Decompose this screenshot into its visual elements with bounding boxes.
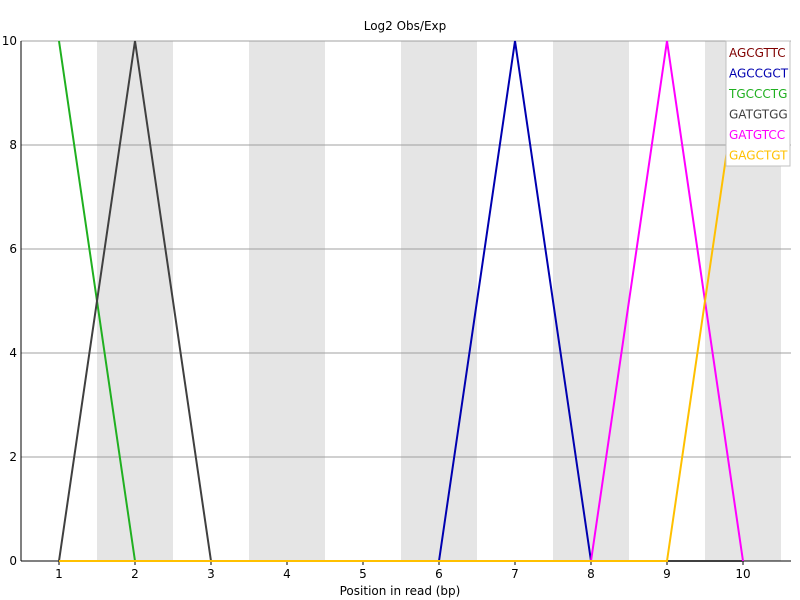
y-tick-label-8: 8: [9, 138, 17, 152]
y-tick-label-10: 10: [2, 34, 17, 48]
chart-title: Log2 Obs/Exp: [364, 19, 447, 33]
series-lines: [58, 40, 744, 562]
x-tick-label-10: 10: [735, 567, 750, 581]
y-tick-label-0: 0: [9, 554, 17, 568]
x-tick-labels: 1 2 3 4 5 6 7 8 9 10: [55, 567, 750, 581]
x-tick-label-4: 4: [283, 567, 291, 581]
series-line-GAGCTGT: [59, 40, 744, 562]
band-4: [249, 41, 325, 561]
x-axis-label: Position in read (bp): [340, 584, 461, 598]
x-tick-label-8: 8: [587, 567, 595, 581]
legend-entry-GATGTGG: GATGTGG: [729, 108, 788, 122]
legend: AGCGTTC AGCCGCT TGCCCTG GATGTGG GATGTCC GAGCT…: [725, 40, 791, 167]
x-tick-label-9: 9: [663, 567, 671, 581]
y-tick-label-2: 2: [9, 450, 17, 464]
x-tick-label-2: 2: [131, 567, 139, 581]
legend-entry-GATGTCC: GATGTCC: [729, 128, 785, 142]
band-6: [401, 41, 477, 561]
x-tick-label-5: 5: [359, 567, 367, 581]
legend-entry-AGCCGCT: AGCCGCT: [729, 67, 789, 81]
x-tick-label-6: 6: [435, 567, 443, 581]
x-tick-label-7: 7: [511, 567, 519, 581]
legend-entry-AGCGTTC: AGCGTTC: [729, 46, 786, 60]
y-tick-labels: 0 2 4 6 8 10: [2, 34, 17, 568]
background-bands: [97, 41, 781, 561]
x-tick-label-3: 3: [207, 567, 215, 581]
band-2: [97, 41, 173, 561]
legend-entry-GAGCTGT: GAGCTGT: [729, 149, 788, 163]
legend-box: [725, 40, 791, 167]
band-8: [553, 41, 629, 561]
legend-entry-TGCCCTG: TGCCCTG: [728, 87, 787, 101]
x-tick-label-1: 1: [55, 567, 63, 581]
y-tick-label-4: 4: [9, 346, 17, 360]
y-tick-label-6: 6: [9, 242, 17, 256]
